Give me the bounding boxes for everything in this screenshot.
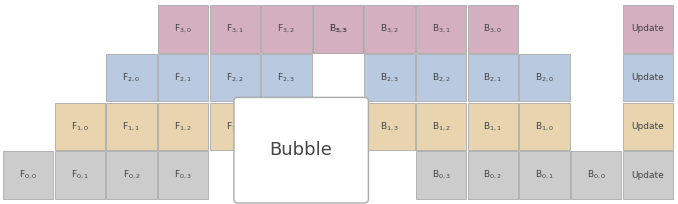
Text: $\mathrm{F}_{2,1}$: $\mathrm{F}_{2,1}$ [174,71,192,84]
FancyBboxPatch shape [158,103,208,150]
Text: $\mathrm{F}_{1,3}$: $\mathrm{F}_{1,3}$ [226,120,243,133]
FancyBboxPatch shape [519,54,570,101]
Text: $\mathrm{B}_{2,1}$: $\mathrm{B}_{2,1}$ [483,71,502,84]
FancyBboxPatch shape [468,5,518,53]
FancyBboxPatch shape [622,54,673,101]
Text: Update: Update [631,73,664,82]
FancyBboxPatch shape [55,103,105,150]
Text: Update: Update [631,24,664,33]
Text: $\mathrm{F}_{1,1}$: $\mathrm{F}_{1,1}$ [123,120,140,133]
Text: $\mathrm{F}_{2,2}$: $\mathrm{F}_{2,2}$ [226,71,243,84]
FancyBboxPatch shape [261,5,312,53]
Text: Update: Update [631,122,664,131]
Text: $\mathrm{B}_{3,2}$: $\mathrm{B}_{3,2}$ [380,23,399,35]
Text: $\mathrm{B}_{2,0}$: $\mathrm{B}_{2,0}$ [535,71,554,84]
FancyBboxPatch shape [622,151,673,199]
FancyBboxPatch shape [519,151,570,199]
Text: $\mathrm{B}_{3,3}$: $\mathrm{B}_{3,3}$ [329,23,348,35]
Text: $\mathrm{F}_{0,0}$: $\mathrm{F}_{0,0}$ [19,169,37,181]
Text: $\mathrm{B}_{0,1}$: $\mathrm{B}_{0,1}$ [535,169,554,181]
FancyBboxPatch shape [261,54,312,101]
FancyBboxPatch shape [416,103,466,150]
Text: $\mathrm{B}_{3,0}$: $\mathrm{B}_{3,0}$ [483,23,502,35]
Text: Bubble: Bubble [270,141,333,159]
Text: Update: Update [631,171,664,180]
FancyBboxPatch shape [158,5,208,53]
Text: $\mathrm{B}_{1,3}$: $\mathrm{B}_{1,3}$ [380,120,399,133]
FancyBboxPatch shape [468,151,518,199]
FancyBboxPatch shape [364,103,415,150]
FancyBboxPatch shape [313,5,363,53]
Text: $\mathrm{F}_{3,2}$: $\mathrm{F}_{3,2}$ [277,23,296,35]
FancyBboxPatch shape [210,103,260,150]
Text: $\mathrm{B}_{0,0}$: $\mathrm{B}_{0,0}$ [586,169,605,181]
Text: $\mathrm{F}_{3,3}$: $\mathrm{F}_{3,3}$ [329,23,347,35]
FancyBboxPatch shape [622,103,673,150]
Text: $\mathrm{B}_{3,1}$: $\mathrm{B}_{3,1}$ [432,23,451,35]
Text: $\mathrm{F}_{1,2}$: $\mathrm{F}_{1,2}$ [174,120,192,133]
FancyBboxPatch shape [106,103,157,150]
FancyBboxPatch shape [55,151,105,199]
Text: $\mathrm{B}_{1,2}$: $\mathrm{B}_{1,2}$ [432,120,451,133]
FancyBboxPatch shape [364,54,415,101]
Text: $\mathrm{B}_{2,3}$: $\mathrm{B}_{2,3}$ [380,71,399,84]
FancyBboxPatch shape [519,103,570,150]
FancyBboxPatch shape [468,103,518,150]
FancyBboxPatch shape [622,5,673,53]
FancyBboxPatch shape [210,5,260,53]
FancyBboxPatch shape [416,5,466,53]
Text: $\mathrm{B}_{0,3}$: $\mathrm{B}_{0,3}$ [432,169,451,181]
Text: $\mathrm{F}_{0,1}$: $\mathrm{F}_{0,1}$ [71,169,89,181]
Text: $\mathrm{B}_{2,2}$: $\mathrm{B}_{2,2}$ [432,71,451,84]
FancyBboxPatch shape [106,151,157,199]
FancyBboxPatch shape [364,5,415,53]
FancyBboxPatch shape [234,97,368,203]
Text: $\mathrm{B}_{0,2}$: $\mathrm{B}_{0,2}$ [483,169,502,181]
Text: $\mathrm{F}_{2,3}$: $\mathrm{F}_{2,3}$ [277,71,296,84]
FancyBboxPatch shape [210,54,260,101]
FancyBboxPatch shape [313,5,363,53]
FancyBboxPatch shape [158,151,208,199]
Text: $\mathrm{F}_{2,0}$: $\mathrm{F}_{2,0}$ [123,71,140,84]
Text: $\mathrm{B}_{1,0}$: $\mathrm{B}_{1,0}$ [535,120,554,133]
Text: $\mathrm{F}_{3,0}$: $\mathrm{F}_{3,0}$ [174,23,192,35]
FancyBboxPatch shape [158,54,208,101]
Text: $\mathrm{B}_{1,1}$: $\mathrm{B}_{1,1}$ [483,120,502,133]
Text: $\mathrm{F}_{1,0}$: $\mathrm{F}_{1,0}$ [71,120,89,133]
FancyBboxPatch shape [3,151,54,199]
FancyBboxPatch shape [571,151,621,199]
Text: $\mathrm{F}_{0,3}$: $\mathrm{F}_{0,3}$ [174,169,192,181]
Text: $\mathrm{F}_{0,2}$: $\mathrm{F}_{0,2}$ [123,169,140,181]
FancyBboxPatch shape [416,54,466,101]
Text: $\mathrm{F}_{3,1}$: $\mathrm{F}_{3,1}$ [226,23,243,35]
FancyBboxPatch shape [468,54,518,101]
FancyBboxPatch shape [106,54,157,101]
FancyBboxPatch shape [416,151,466,199]
